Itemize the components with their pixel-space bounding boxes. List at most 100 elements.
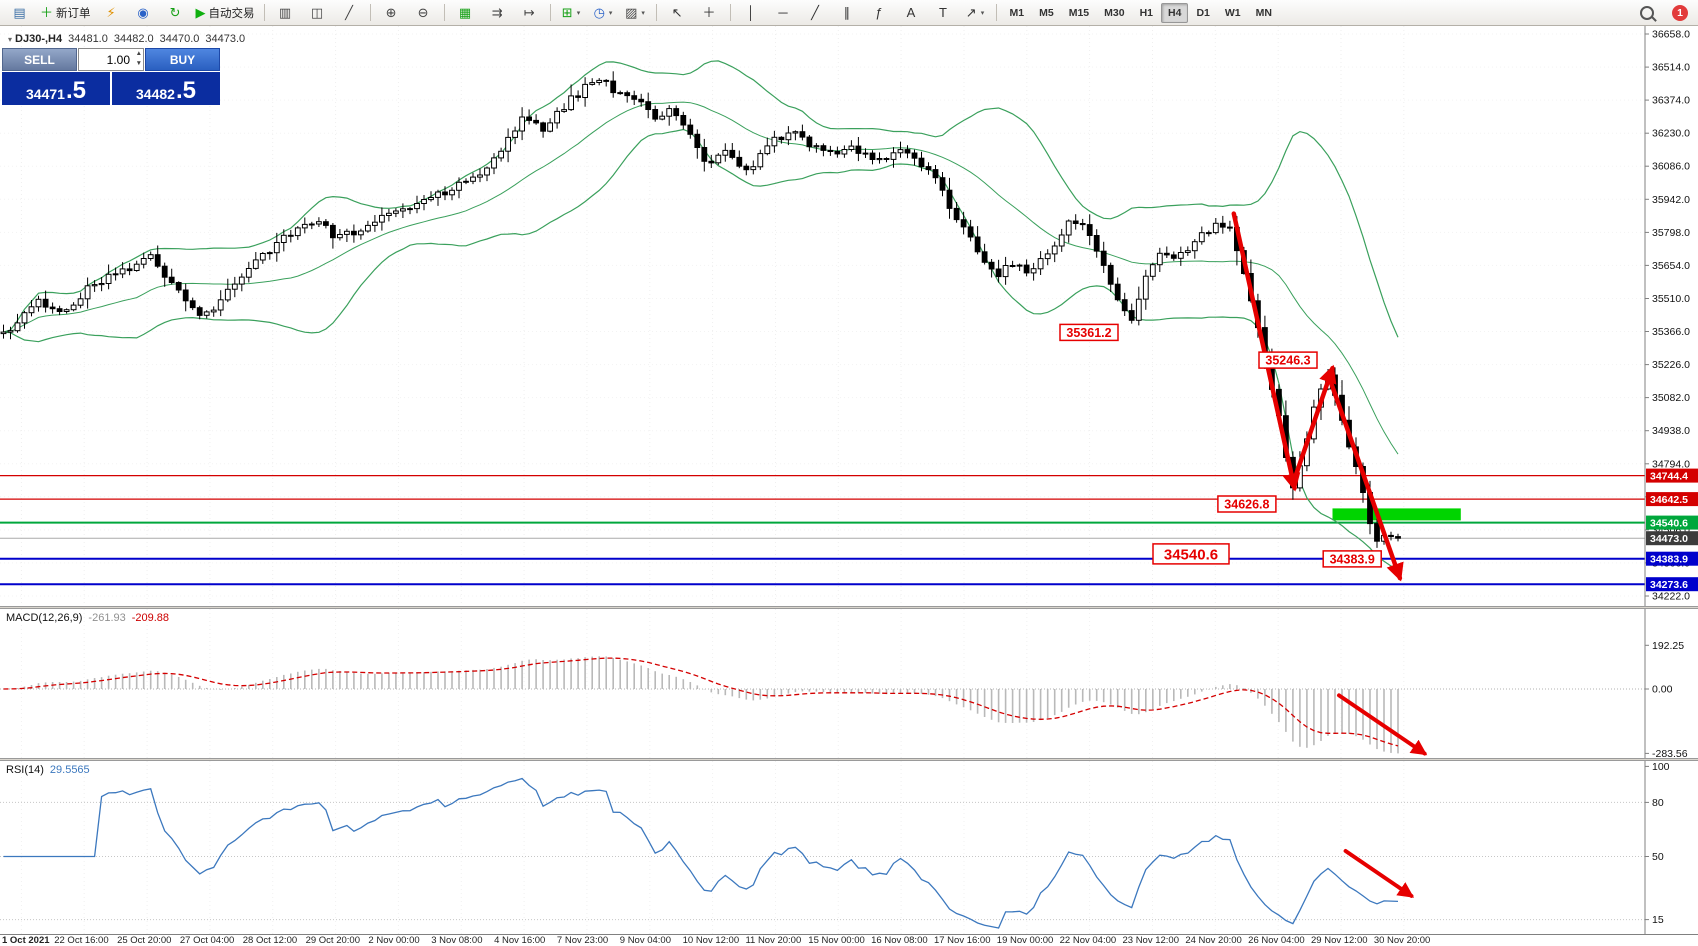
svg-text:34540.6: 34540.6 xyxy=(1650,518,1688,530)
svg-text:34938.0: 34938.0 xyxy=(1652,425,1690,437)
new-chart-button[interactable]: ▤ xyxy=(4,1,35,24)
time-label: 23 Nov 12:00 xyxy=(1122,935,1179,946)
svg-text:35226.0: 35226.0 xyxy=(1652,359,1690,371)
volume-spinner[interactable]: ▲ ▼ xyxy=(136,49,142,70)
profile-button[interactable]: ◉ xyxy=(128,1,159,24)
timeframe-m30[interactable]: M30 xyxy=(1104,6,1125,19)
trendline-button[interactable]: ╱ xyxy=(800,1,831,24)
macd-panel-canvas[interactable]: 192.25 0.00 -283.56 xyxy=(0,609,1698,758)
chart-shift-button[interactable]: ↦ xyxy=(514,1,545,24)
svg-text:35510.0: 35510.0 xyxy=(1652,293,1690,305)
templates-button[interactable]: ▨ ▾ xyxy=(620,1,651,24)
time-label: 22 Nov 04:00 xyxy=(1059,935,1117,946)
timeframe-m15[interactable]: M15 xyxy=(1068,6,1090,19)
time-label: 4 Nov 16:00 xyxy=(494,935,546,946)
toolbar-separator xyxy=(549,4,551,21)
periods-icon: ◷ xyxy=(593,5,605,20)
bar-chart-icon: ▥ xyxy=(278,5,292,20)
horizontal-line-button[interactable]: ─ xyxy=(768,1,799,24)
bar-chart-button[interactable]: ▥ xyxy=(270,1,301,24)
toolbar-separator xyxy=(263,4,265,21)
svg-text:34383.9: 34383.9 xyxy=(1330,552,1375,566)
cursor-icon: ↖ xyxy=(671,5,683,20)
panel-separator[interactable] xyxy=(0,606,1698,609)
time-label: 7 Nov 23:00 xyxy=(556,935,609,946)
periods-button[interactable]: ◷ ▾ xyxy=(588,1,619,24)
vertical-line-icon: │ xyxy=(746,5,756,20)
label-icon: T xyxy=(939,5,947,20)
rsi-value: 29.5565 xyxy=(49,764,90,776)
candlestick-chart-button[interactable]: ◫ xyxy=(302,1,333,24)
rsi-label: RSI(14) 29.5565 xyxy=(6,764,90,776)
sell-price-button[interactable]: 34471.5 xyxy=(2,72,110,105)
svg-text:34794.0: 34794.0 xyxy=(1652,458,1690,470)
new-order-button[interactable]: ＋新订单 xyxy=(36,1,95,24)
search-icon[interactable] xyxy=(1631,1,1662,24)
crosshair-icon: ＋ xyxy=(702,5,716,20)
timeframe-bar: M1 M5 M15 M30 H1 H4 D1 W1 MN xyxy=(1003,2,1279,23)
time-label: 11 Nov 20:00 xyxy=(745,935,802,946)
svg-text:34222.0: 34222.0 xyxy=(1652,591,1690,603)
metaeditor-button[interactable]: ⚡ xyxy=(96,1,127,24)
fibonacci-button[interactable]: ƒ xyxy=(864,1,895,24)
timeframe-mn[interactable]: MN xyxy=(1255,6,1272,19)
text-button[interactable]: A xyxy=(896,1,927,24)
time-axis[interactable]: 1 Oct 2021 22 Oct 16:00 25 Oct 20:00 27 Oct… xyxy=(0,934,1698,946)
timeframe-w1[interactable]: W1 xyxy=(1224,6,1241,19)
price-chart-canvas[interactable]: 35361.2 35246.3 34626.8 34540.6 34383.9 36658… xyxy=(0,26,1698,606)
timeframe-h1[interactable]: H1 xyxy=(1139,6,1154,19)
chart-shift-icon: ↦ xyxy=(523,5,535,20)
indicators-icon: ⊞ xyxy=(561,5,573,20)
refresh-button[interactable]: ↻ xyxy=(160,1,191,24)
buy-button[interactable]: BUY xyxy=(145,48,220,71)
channel-icon: ∥ xyxy=(843,5,851,20)
panel-separator[interactable] xyxy=(0,758,1698,761)
time-label: 27 Oct 04:00 xyxy=(179,935,235,946)
macd-name: MACD(12,26,9) xyxy=(6,612,83,624)
auto-trading-button-label: 自动交易 xyxy=(208,7,255,20)
auto-scroll-icon: ⇉ xyxy=(491,5,503,20)
timeframe-d1[interactable]: D1 xyxy=(1196,6,1210,19)
indicators-button[interactable]: ⊞ ▾ xyxy=(556,1,587,24)
spin-down-icon[interactable]: ▼ xyxy=(135,60,142,68)
toolbar-right: 1 xyxy=(1631,1,1694,24)
svg-text:35361.2: 35361.2 xyxy=(1066,326,1111,340)
tile-windows-button[interactable]: ▦ xyxy=(450,1,481,24)
timeframe-m5[interactable]: M5 xyxy=(1039,6,1054,19)
auto-trading-icon: ▶ xyxy=(195,5,206,20)
timeframe-m1[interactable]: M1 xyxy=(1009,6,1025,19)
templates-icon: ▨ xyxy=(625,5,638,20)
chevron-down-icon: ▾ xyxy=(980,9,985,17)
rsi-panel-canvas[interactable]: 100 80 50 15 xyxy=(0,761,1698,934)
label-button[interactable]: T xyxy=(928,1,959,24)
toolbar-separator xyxy=(369,4,371,21)
shapes-button[interactable]: ↗ ▾ xyxy=(960,1,991,24)
svg-text:36086.0: 36086.0 xyxy=(1652,161,1690,173)
new-order-button-label: 新订单 xyxy=(56,7,91,20)
crosshair-button[interactable]: ＋ xyxy=(694,1,725,24)
chevron-down-icon[interactable]: ▾ xyxy=(8,35,13,44)
svg-text:34626.8: 34626.8 xyxy=(1224,498,1269,512)
time-label: 10 Nov 12:00 xyxy=(682,935,740,946)
channel-button[interactable]: ∥ xyxy=(832,1,863,24)
vertical-line-button[interactable]: │ xyxy=(736,1,767,24)
line-chart-button[interactable]: ╱ xyxy=(334,1,365,24)
svg-text:34383.9: 34383.9 xyxy=(1650,554,1688,566)
auto-scroll-button[interactable]: ⇉ xyxy=(482,1,513,24)
svg-text:36374.0: 36374.0 xyxy=(1652,95,1690,107)
notification-badge[interactable]: 1 xyxy=(1672,4,1688,21)
volume-input[interactable]: 1.00 ▲ ▼ xyxy=(78,48,144,71)
svg-text:35654.0: 35654.0 xyxy=(1652,260,1690,272)
refresh-icon: ↻ xyxy=(169,5,181,20)
zoom-out-button[interactable]: ⊖ xyxy=(408,1,439,24)
buy-price-button[interactable]: 34482.5 xyxy=(112,72,220,105)
sell-button[interactable]: SELL xyxy=(2,48,77,71)
zoom-in-button[interactable]: ⊕ xyxy=(376,1,407,24)
svg-text:35366.0: 35366.0 xyxy=(1652,326,1690,338)
spin-up-icon[interactable]: ▲ xyxy=(135,50,142,57)
rsi-name: RSI(14) xyxy=(6,764,44,776)
cursor-button[interactable]: ↖ xyxy=(662,1,693,24)
timeframe-h4[interactable]: H4 xyxy=(1161,2,1189,23)
auto-trading-button[interactable]: ▶ 自动交易 xyxy=(192,1,259,24)
